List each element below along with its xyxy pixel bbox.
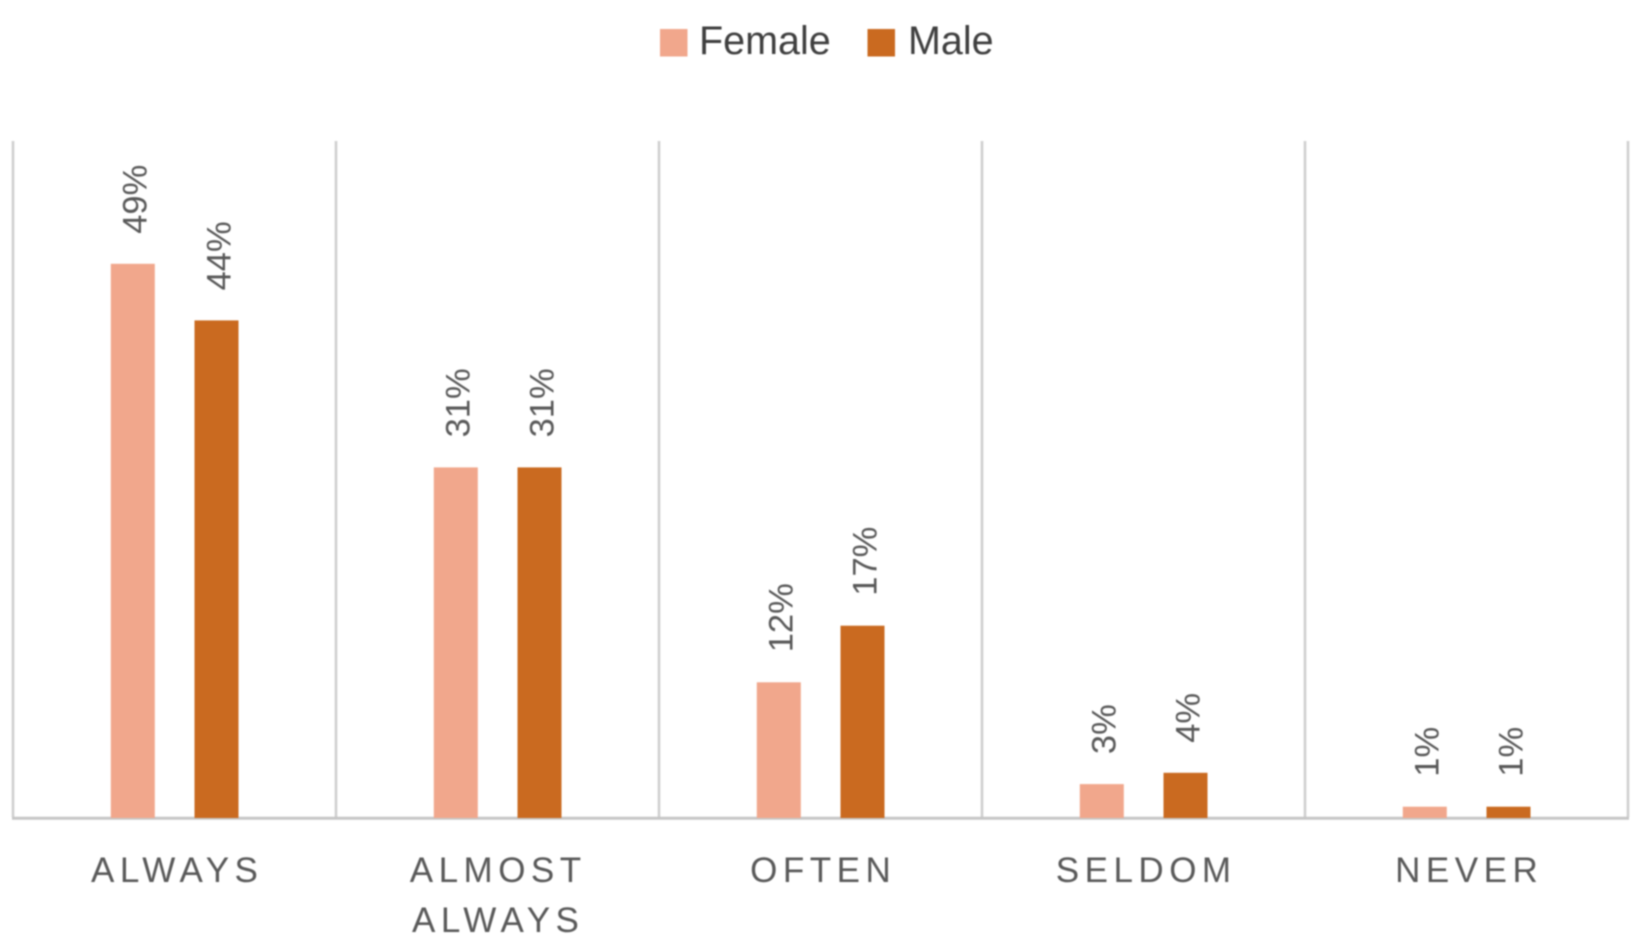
svg-text:44%: 44% bbox=[200, 221, 238, 290]
svg-text:31%: 31% bbox=[440, 368, 478, 437]
svg-text:31%: 31% bbox=[523, 368, 561, 437]
svg-text:4%: 4% bbox=[1169, 693, 1207, 743]
svg-text:Female: Female bbox=[699, 19, 831, 63]
svg-text:1%: 1% bbox=[1409, 727, 1447, 777]
svg-text:ALMOST: ALMOST bbox=[410, 851, 587, 890]
svg-text:NEVER: NEVER bbox=[1395, 851, 1543, 890]
svg-text:12%: 12% bbox=[763, 583, 801, 652]
svg-text:17%: 17% bbox=[846, 527, 884, 596]
svg-text:ALWAYS: ALWAYS bbox=[91, 851, 263, 890]
svg-text:49%: 49% bbox=[117, 165, 155, 234]
svg-text:1%: 1% bbox=[1492, 727, 1530, 777]
svg-text:3%: 3% bbox=[1086, 704, 1124, 754]
svg-text:SELDOM: SELDOM bbox=[1056, 851, 1237, 890]
svg-text:Male: Male bbox=[908, 19, 994, 63]
svg-text:OFTEN: OFTEN bbox=[750, 851, 896, 890]
svg-text:ALWAYS: ALWAYS bbox=[412, 901, 584, 940]
